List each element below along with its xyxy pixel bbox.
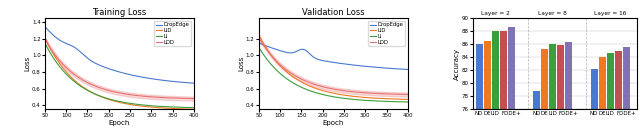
Bar [598,57,605,109]
DropEdge [117,72,125,73]
LDD [174,97,182,99]
LI [255,46,262,48]
DropEdge [404,69,412,70]
LI [111,100,119,101]
Line: LID: LID [45,37,194,109]
LI [190,107,198,109]
LDD [325,87,333,89]
DropEdge [100,66,108,68]
LDD [325,87,333,89]
DropEdge [174,81,182,83]
LI [166,106,174,108]
LID [388,98,396,100]
DropEdge [41,26,49,27]
LID [111,100,118,102]
Y-axis label: Accuracy: Accuracy [454,48,460,80]
Bar [476,44,483,109]
DropEdge [190,82,198,84]
DropEdge [325,61,333,63]
Bar [484,41,491,109]
Bar [623,47,630,109]
LID [404,99,412,100]
LDD [381,93,388,95]
DropEdge [325,61,333,62]
Bar [508,27,515,109]
LDD [117,92,125,94]
LI [325,95,333,97]
LDD [315,85,323,86]
Bar [557,46,564,109]
Legend: DropEdge, LID, LI, LDD: DropEdge, LID, LI, LDD [154,21,191,46]
Line: LID: LID [259,35,408,99]
LID [117,102,125,103]
Y-axis label: Loss: Loss [239,56,244,71]
DropEdge [111,70,119,72]
LI [325,95,333,97]
LI [100,97,108,98]
LID [255,34,262,36]
X-axis label: Epoch: Epoch [109,120,130,126]
LI [111,100,118,101]
Line: LI: LI [45,43,194,108]
LDD [255,36,262,38]
Text: Layer = 8: Layer = 8 [538,11,567,16]
DropEdge [388,68,396,69]
DropEdge [331,62,339,63]
LI [388,101,396,102]
Bar [549,44,556,109]
LI [41,42,49,44]
Bar [615,51,622,109]
Legend: DropEdge, LID, LI, LDD: DropEdge, LID, LI, LDD [369,21,405,46]
Text: Layer = 16: Layer = 16 [594,11,627,16]
LI [117,101,125,103]
DropEdge [166,80,174,82]
LID [100,97,108,99]
LDD [190,98,198,99]
LID [381,98,388,99]
Line: LDD: LDD [259,37,408,94]
DropEdge [381,67,388,69]
Y-axis label: Loss: Loss [24,56,31,71]
DropEdge [111,70,118,71]
LDD [111,91,119,93]
LI [381,101,388,102]
Line: DropEdge: DropEdge [45,26,194,83]
LI [315,93,323,94]
LI [331,96,339,98]
LDD [100,88,108,90]
LID [190,108,198,110]
Bar [607,53,614,109]
LDD [388,93,396,95]
Title: Validation Loss: Validation Loss [302,8,365,17]
LI [404,101,412,103]
LID [174,108,182,110]
Bar [591,69,598,109]
DropEdge [315,59,323,60]
LID [331,93,339,94]
LID [325,91,333,93]
LID [325,91,333,93]
LID [111,101,119,102]
LI [174,106,182,108]
Bar [541,49,548,109]
Line: LDD: LDD [45,39,194,99]
Bar [500,31,507,109]
DropEdge [255,42,262,44]
Bar [565,42,572,109]
LID [41,36,49,38]
Bar [492,31,499,109]
LDD [111,91,118,93]
LDD [331,88,339,90]
LDD [41,38,49,40]
LDD [166,97,174,99]
Line: DropEdge: DropEdge [259,43,408,69]
Title: Training Loss: Training Loss [92,8,147,17]
Bar [533,91,540,109]
Text: Layer = 2: Layer = 2 [481,11,509,16]
LID [166,108,174,109]
X-axis label: Epoch: Epoch [323,120,344,126]
Line: LI: LI [259,47,408,102]
LID [315,88,323,90]
LDD [404,94,412,95]
